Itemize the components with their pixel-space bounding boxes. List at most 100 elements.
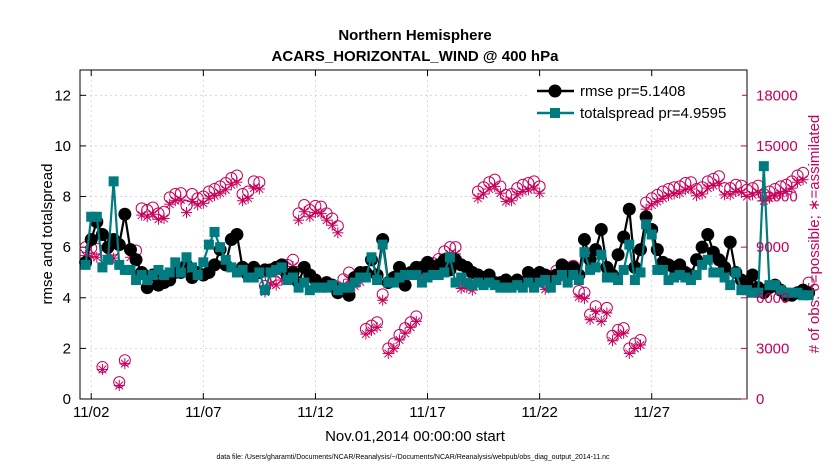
totalspread-point [551,275,562,286]
totalspread-point [545,282,556,293]
y2-tick-label: 9000 [756,239,789,256]
legend-box [530,79,742,127]
obs-assimilated-point [248,182,260,194]
totalspread-point [108,176,119,187]
axis-ticks: 11/02 11/07 11/12 11/17 11/22 11/270246810120… [54,70,798,421]
obs-assimilated-point [775,187,787,199]
obs-assimilated-point [158,212,170,224]
totalspread-point [770,280,781,291]
totalspread-point [635,267,646,278]
y2-tick-label: 6000 [756,290,789,307]
totalspread-point [259,285,270,296]
asterisk-stroke [165,199,174,209]
obs-assimilated-point [175,194,187,206]
totalspread-point [103,254,114,265]
asterisk-stroke [782,187,791,196]
obs-assimilated-point [309,207,321,219]
totalspread-point [478,280,489,291]
obs-assimilated-point [612,329,624,341]
totalspread-point [231,267,242,278]
obs-assimilated-point [326,219,338,231]
obs-assimilated-point [169,195,181,207]
y2-axis-label: # of obs: o=possible; ∗=assimilated [806,115,823,354]
asterisk-stroke [215,188,225,198]
totalspread-point [803,290,814,301]
asterisk-stroke [328,221,337,230]
y-tick-label: 4 [63,290,71,307]
totalspread-point [271,264,282,275]
totalspread-point [114,259,125,270]
x-tick-label: 11/07 [185,404,221,421]
obs-assimilated-point [668,188,680,200]
obs-assimilated-point [293,214,305,226]
asterisk-stroke [92,253,102,262]
totalspread-point [506,282,517,293]
asterisk-stroke [524,185,533,194]
legend: rmse pr=5.1408 totalspread pr=4.9595 [530,79,742,127]
y-tick-label: 2 [63,340,71,357]
obs-assimilated-point [164,198,176,210]
rmse-point [112,238,126,252]
obs-assimilated-point [646,199,658,211]
obs-assimilated-point [685,183,697,195]
obs-assimilated-point [304,211,316,223]
totalspread-point [304,285,315,296]
y-tick-label: 10 [54,138,71,155]
obs-assimilated-point [360,328,372,340]
asterisk-stroke [669,189,679,199]
obs-assimilated-point [332,227,344,239]
totalspread-point [753,287,764,298]
y2-tick-label: 12000 [756,189,798,206]
totalspread-point [601,272,612,283]
obs-assimilated-point [388,342,400,354]
legend-rmse-label: rmse pr=5.1408 [580,83,685,100]
obs-assimilated-point [797,174,809,186]
totalspread-point [321,282,332,293]
totalspread-point [585,264,596,275]
totalspread-point [181,252,192,263]
totalspread-point [282,275,293,286]
asterisk-stroke [675,188,684,198]
totalspread-point [613,275,624,286]
totalspread-point [287,272,298,283]
rmse-point [611,248,625,262]
asterisk-stroke [647,200,656,210]
data-file-footnote: data file: /Users/gharamti/Documents/NCA… [216,454,610,461]
asterisk-stroke [473,194,483,203]
obs-assimilated-point [410,315,422,327]
totalspread-point [142,275,153,286]
totalspread-point [590,262,601,273]
chart-subtitle: ACARS_HORIZONTAL_WIND @ 400 hPa [272,48,560,65]
obs-assimilated-point [618,327,630,339]
rmse-point [521,265,535,279]
y2-tick-label: 0 [756,391,764,408]
asterisk-stroke [367,326,376,335]
totalspread-point [641,219,652,230]
asterisk-stroke [798,175,808,184]
x-tick-label: 11/12 [297,404,333,421]
asterisk-stroke [512,190,522,200]
totalspread-point [400,269,411,280]
asterisk-stroke [776,188,785,198]
obs-assimilated-point [270,279,282,291]
obs-assimilated-point [253,183,265,195]
totalspread-point [523,277,534,288]
y-tick-label: 6 [63,239,71,256]
asterisk-stroke [664,191,673,200]
obs-assimilated-point [595,315,607,327]
totalspread-point [534,277,545,288]
obs-assimilated-point [635,339,647,351]
totalspread-point [80,259,91,270]
asterisk-stroke [580,294,589,303]
obs-assimilated-point [780,185,792,197]
rmse-point [230,228,244,241]
totalspread-point [310,282,321,293]
totalspread-point [159,269,170,280]
totalspread-point [747,287,758,298]
asterisk-stroke [294,215,303,225]
totalspread-point [428,269,439,280]
asterisk-stroke [333,228,343,238]
totalspread-point [372,275,383,286]
totalspread-point [332,285,343,296]
totalspread-point [164,267,175,278]
